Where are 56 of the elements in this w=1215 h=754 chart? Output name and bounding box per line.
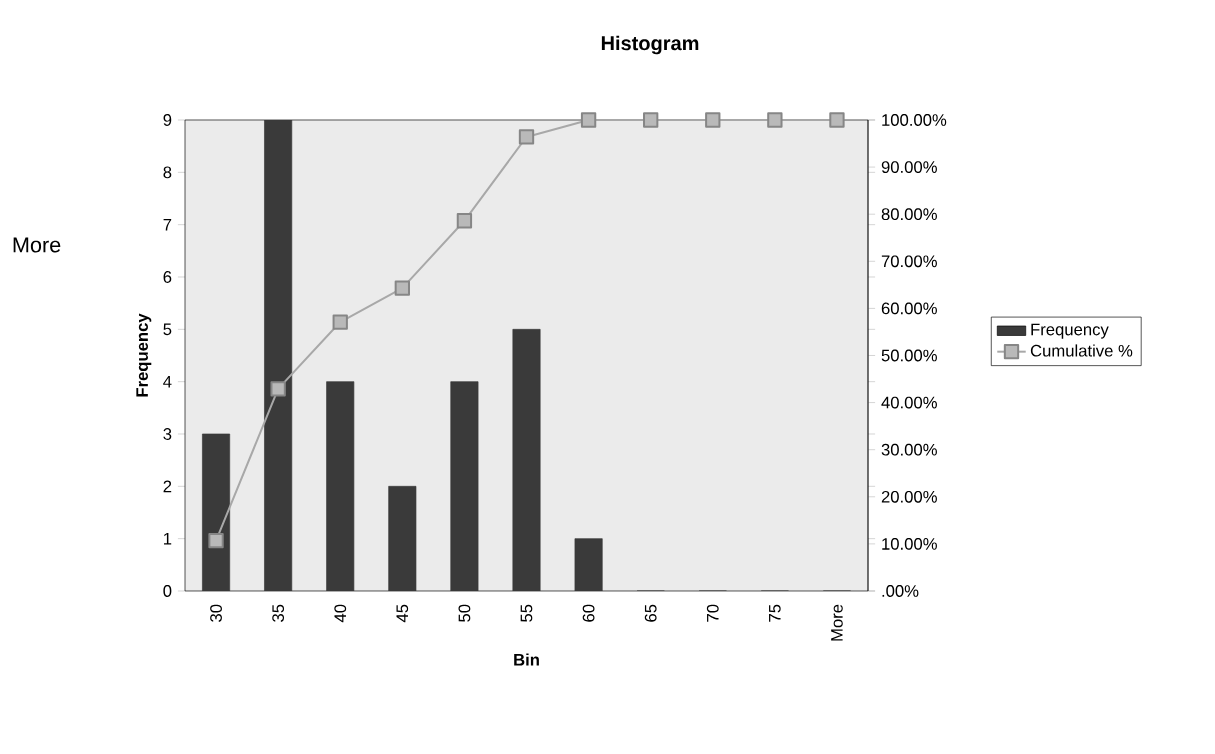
y2-tick-label: 40.00%	[881, 396, 937, 409]
y-tick-label: 6	[163, 271, 172, 283]
point	[332, 314, 348, 330]
y-tick-label: 5	[163, 323, 172, 336]
bar	[264, 120, 293, 591]
x-tick-label: 30	[210, 604, 222, 622]
y2-tick-label: 80.00%	[881, 208, 937, 221]
x-tick-label: 55	[520, 604, 533, 622]
y-tick-label: 7	[163, 218, 172, 231]
y-tick-label: 9	[163, 114, 172, 126]
legend-label: Cumulative %	[1030, 344, 1133, 357]
bar	[326, 381, 355, 591]
y-axis-title: Frequency	[136, 313, 152, 397]
x-axis-title: Bin	[514, 653, 539, 666]
point	[767, 112, 783, 128]
point	[705, 112, 721, 128]
text: More	[13, 237, 61, 253]
x-tick-label: 60	[582, 604, 595, 622]
y-tick-label: 3	[163, 428, 172, 440]
point	[394, 280, 410, 296]
y2-tick-label: 20.00%	[881, 490, 937, 503]
y-tick-label: 1	[164, 532, 172, 545]
point	[208, 532, 224, 549]
point	[643, 112, 659, 128]
y2-tick-label: 60.00%	[881, 302, 937, 315]
y2-tick-label: .00%	[882, 585, 919, 597]
bar	[450, 381, 479, 591]
y-tick-label: 4	[163, 375, 172, 388]
point	[270, 381, 286, 397]
y-tick-label: 8	[163, 166, 172, 179]
x-tick-label: 70	[706, 604, 719, 622]
chart-title: Histogram	[601, 35, 699, 55]
point	[456, 213, 473, 229]
point	[580, 112, 597, 128]
legend-label: Frequency	[1031, 323, 1109, 339]
x-tick-label: 50	[458, 604, 471, 622]
y2-tick-label: 50.00%	[881, 349, 937, 362]
y2-tick-label: 10.00%	[882, 537, 937, 550]
point	[829, 112, 845, 128]
x-tick-label: 45	[396, 604, 409, 623]
y2-tick-label: 70.00%	[881, 255, 937, 268]
y2-tick-label: 90.00%	[881, 161, 937, 173]
x-tick-label: 75	[769, 604, 781, 622]
y-tick-label: 0	[163, 585, 172, 597]
y-tick-label: 2	[163, 480, 172, 493]
y2-tick-label: 30.00%	[881, 443, 937, 456]
x-tick-label: 35	[272, 604, 285, 622]
bar	[512, 328, 541, 591]
bar	[202, 433, 231, 591]
y2-tick-label: 100.00%	[882, 114, 947, 126]
x-tick-label: More	[831, 604, 843, 641]
bar	[574, 538, 603, 591]
point	[518, 129, 535, 145]
x-tick-label: 40	[334, 604, 347, 623]
bar	[388, 485, 417, 591]
x-tick-label: 65	[644, 604, 657, 622]
